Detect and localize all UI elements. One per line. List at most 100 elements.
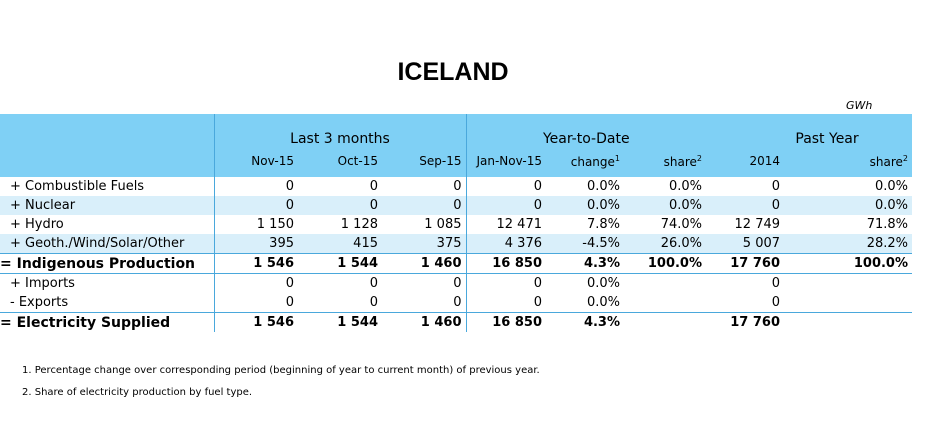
- row-label: = Indigenous Production: [0, 253, 214, 274]
- table-cell: 0: [213, 177, 298, 196]
- table-row: + Combustible Fuels 0 0 0 0 0.0% 0.0% 0 0.0%: [0, 177, 912, 196]
- table-row: + Nuclear 0 0 0 0 0.0% 0.0% 0 0.0%: [0, 196, 913, 215]
- table-cell: 26.0%: [660, 236, 703, 251]
- table-cell: 0: [213, 196, 298, 215]
- header-col-sep-15: Sep-15: [419, 154, 462, 168]
- row-label: = Electricity Supplied: [0, 312, 214, 332]
- table-cell: 16 850: [465, 253, 546, 274]
- header-col-2014: 2014: [749, 154, 781, 168]
- table-cell: 17 760: [706, 312, 785, 332]
- table-cell: 12 471: [465, 215, 546, 234]
- table-cell: 1 546: [213, 253, 298, 274]
- table-cell: 4.3%: [546, 253, 624, 274]
- table-row: = Electricity Supplied 1 546 1 544 1 460 16 …: [0, 312, 913, 332]
- table-cell: 0: [706, 293, 785, 313]
- table-row: = Indigenous Production 1 546 1 544 1 460 16…: [0, 253, 913, 274]
- table-cell: 1 544: [298, 312, 382, 332]
- table-cell: 0: [298, 293, 382, 313]
- table-cell: 0: [213, 293, 298, 313]
- header-last-3-months: Last 3 months: [213, 114, 466, 150]
- table-cell: 0.0%: [874, 198, 909, 213]
- table-cell: 1 460: [382, 253, 466, 274]
- table-cell: 100.0%: [784, 253, 913, 274]
- row-label: + Nuclear: [10, 198, 76, 213]
- table-cell: 5 007: [742, 236, 781, 251]
- table-cell: 0: [382, 273, 466, 293]
- footnote-2: 2. Share of electricity production by fu…: [22, 387, 253, 398]
- table-cell: 0: [771, 198, 781, 213]
- header-col-share: share2: [663, 154, 703, 169]
- header-year-to-date: Year-to-Date: [465, 114, 707, 150]
- table-cell: 0.0%: [546, 273, 624, 293]
- table-cell: [784, 273, 913, 293]
- table-cell: 0: [453, 179, 462, 194]
- table-cell: 0: [298, 273, 382, 293]
- table-cell: 0: [465, 196, 546, 215]
- table-cell: 74.0%: [660, 217, 703, 232]
- table-row: + Hydro 1 150 1 128 1 085 12 471 7.8% 74.0% 12 …: [0, 215, 912, 234]
- footnotes: 1. Percentage change over corresponding …: [22, 364, 540, 408]
- table-cell: 71.8%: [866, 217, 909, 232]
- table-cell: [624, 273, 707, 293]
- table-cell: [624, 293, 707, 313]
- table-cell: 0.0%: [546, 293, 624, 313]
- header-col-ytd: Jan-Nov-15: [465, 150, 546, 177]
- row-label: - Exports: [0, 293, 214, 313]
- table-cell: 0.0%: [586, 179, 620, 194]
- table-cell: 0: [453, 198, 462, 213]
- footnote-1: 1. Percentage change over corresponding …: [22, 365, 540, 376]
- table-cell: 0.0%: [668, 198, 703, 213]
- table-cell: 16 850: [465, 312, 546, 332]
- row-label: + Hydro: [10, 217, 64, 232]
- header-group-row: Last 3 months Year-to-Date Past Year: [0, 114, 913, 150]
- header-col-change: change1: [570, 154, 620, 169]
- table-cell: -4.5%: [582, 236, 620, 251]
- table-cell: 100.0%: [624, 253, 707, 274]
- row-label: + Imports: [0, 273, 214, 293]
- header-past-year: Past Year: [795, 131, 859, 147]
- table-cell: 0: [465, 273, 546, 293]
- table-cell: 375: [436, 236, 462, 251]
- table-cell: 28.2%: [866, 236, 909, 251]
- table-row: - Exports 0 0 0 0 0.0% 0: [0, 293, 913, 313]
- header-col-nov-15: Nov-15: [213, 150, 298, 177]
- header-blank: [0, 114, 214, 150]
- electricity-table: Last 3 months Year-to-Date Past Year Nov…: [0, 114, 913, 332]
- table-cell: 0: [706, 273, 785, 293]
- table-cell: 1 544: [298, 253, 382, 274]
- table-cell: 4 376: [465, 234, 546, 254]
- row-label: + Geoth./Wind/Solar/Other: [10, 236, 185, 251]
- table-cell: 1 546: [213, 312, 298, 332]
- table-cell: 0: [213, 273, 298, 293]
- table-row: + Geoth./Wind/Solar/Other 395 415 375 4 376 -…: [0, 234, 913, 254]
- table-cell: 1 085: [424, 217, 462, 232]
- header-col-oct-15: Oct-15: [337, 154, 378, 168]
- table-cell: 0.0%: [668, 179, 703, 194]
- table-cell: 0: [771, 179, 781, 194]
- table-row: + Imports 0 0 0 0 0.0% 0: [0, 273, 913, 293]
- page-title: ICELAND: [397, 58, 509, 86]
- header-column-row: Nov-15 Oct-15 Sep-15 Jan-Nov-15 change1 …: [0, 150, 913, 177]
- table-cell: 0: [369, 198, 378, 213]
- table-cell: 395: [213, 234, 298, 254]
- table-cell: 0.0%: [586, 198, 620, 213]
- header-col-share-past: share2: [869, 154, 909, 169]
- table-cell: [784, 293, 913, 313]
- table-cell: 0: [369, 179, 378, 194]
- table-cell: 1 150: [213, 215, 298, 234]
- table-cell: 415: [353, 236, 378, 251]
- table-cell: 4.3%: [546, 312, 624, 332]
- table-cell: 1 128: [340, 217, 378, 232]
- table-cell: 0: [382, 293, 466, 313]
- row-label: + Combustible Fuels: [10, 179, 145, 194]
- table-cell: [784, 312, 913, 332]
- table-cell: 0: [465, 177, 546, 196]
- table-cell: 0.0%: [874, 179, 909, 194]
- table-cell: 0: [465, 293, 546, 313]
- table-cell: 12 749: [734, 217, 781, 232]
- table-cell: [624, 312, 707, 332]
- table-cell: 17 760: [706, 253, 785, 274]
- table-cell: 7.8%: [586, 217, 620, 232]
- unit-label: GWh: [846, 99, 873, 112]
- table-cell: 1 460: [382, 312, 466, 332]
